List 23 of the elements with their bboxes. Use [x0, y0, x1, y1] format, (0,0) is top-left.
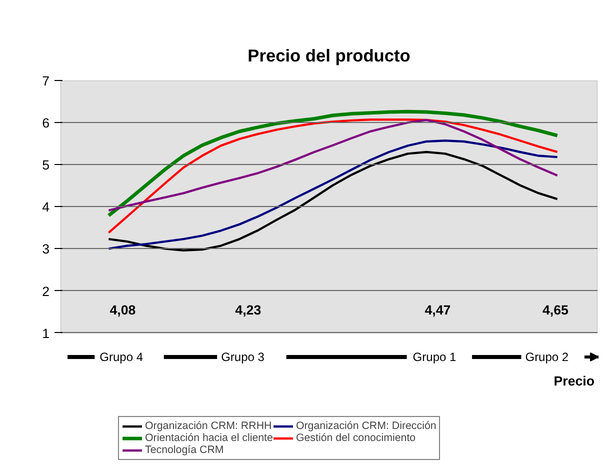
line-series [108, 118, 558, 234]
text: Grupo 4 [100, 350, 144, 364]
y-tick-label: 5 [42, 158, 50, 173]
y-tick-label: 3 [42, 242, 50, 257]
legend-label: Gestión del conocimiento [296, 432, 416, 444]
annotation: 4,08 [110, 302, 136, 318]
y-tick-label: 4 [42, 200, 50, 215]
y-tick-label: 7 [42, 74, 50, 88]
annotation: 4,23 [235, 302, 262, 318]
legend-label: Tecnología CRM [145, 444, 224, 456]
text: Grupo 1 [412, 350, 456, 364]
y-tick-label: 6 [42, 116, 50, 131]
y-tick-label: 2 [42, 284, 50, 299]
text: Grupo 2 [525, 350, 569, 364]
legend-label: Organización CRM: RRHH [145, 420, 272, 432]
x-axis-title: Precio [554, 374, 594, 389]
annotation: 4,47 [424, 302, 451, 318]
text: Grupo 3 [221, 350, 265, 364]
legend-label: Organización CRM: Dirección [296, 420, 436, 432]
chart-title: Precio del producto [248, 46, 410, 66]
y-tick-label: 1 [42, 326, 50, 341]
annotation: 4,65 [542, 302, 570, 318]
legend-label: Orientación hacia el cliente [145, 432, 273, 444]
